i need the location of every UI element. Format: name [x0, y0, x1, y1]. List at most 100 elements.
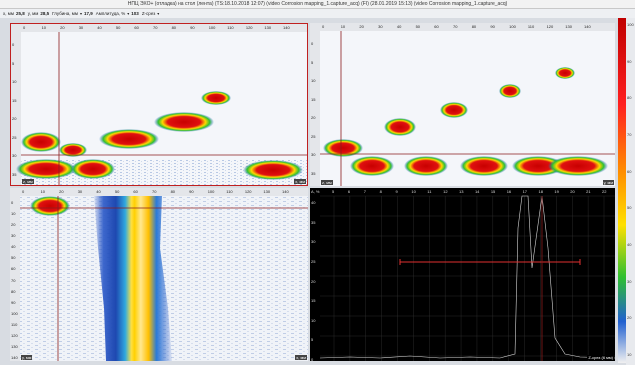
x-tick-label: 0 — [23, 25, 26, 30]
x-tick-label: 110 — [227, 25, 234, 30]
colorbar-tick-label: 20 — [627, 315, 632, 321]
cscan-x-axis: 0 10 20 30 40 50 60 70 80 90 100 110 120 130 140 — [10, 188, 308, 196]
y-tick-label: 35 — [12, 172, 17, 177]
x-coordinate-field: x, мм 25,8 — [3, 11, 25, 16]
x-tick-label: 0 — [322, 24, 325, 29]
y-tick-label: 30 — [12, 153, 17, 159]
x-tick-label: 20 — [59, 189, 64, 194]
x-tick-label: 130 — [565, 24, 572, 29]
cscan-panel[interactable]: 0 10 20 30 40 50 60 70 80 90 100 110 120 130 140 0 10 20… — [10, 188, 308, 361]
x-tick-label: 80 — [471, 24, 477, 29]
x-tick-label: 80 — [170, 189, 176, 194]
x-tick-label: 10 — [40, 189, 46, 194]
x-tick-label: 90 — [189, 189, 194, 194]
y-tick-label: 70 — [11, 277, 16, 283]
y-tick-label: 120 — [11, 332, 18, 338]
y-tick-label: 5 — [12, 60, 15, 66]
x-tick-label: 40 — [96, 189, 101, 194]
y-label: y, мм — [27, 11, 39, 16]
right-edge-panel — [626, 18, 635, 365]
x-tick-label: 30 — [378, 24, 383, 29]
y-tick-label: 90 — [11, 299, 16, 305]
x-tick-label: 22 — [602, 189, 607, 194]
bscan-yz-panel[interactable]: 0 10 20 30 40 50 60 70 80 90 100 110 120 130 140 0 5 10 1… — [310, 23, 615, 186]
mode-label: Z-срез — [141, 11, 156, 16]
mode-dropdown-icon[interactable]: ▾ — [157, 11, 160, 16]
x-tick-label: 30 — [78, 25, 84, 30]
x-tick-label: 20 — [60, 25, 65, 30]
cscan-image[interactable] — [10, 188, 308, 361]
colorbar-tick-label: 70 — [627, 132, 632, 137]
x-tick-label: 11 — [427, 189, 432, 194]
y-tick-label: 25 — [311, 133, 316, 139]
y-tick-label: 10 — [311, 317, 316, 323]
y-tick-label: 130 — [11, 343, 18, 349]
x-tick-label: 13 — [459, 189, 464, 194]
mode-selector[interactable]: Z-срез ▾ — [142, 11, 159, 16]
amplitude-colorbar[interactable] — [618, 18, 626, 363]
x-tick-label: 20 — [359, 24, 364, 29]
depth-dropdown-icon[interactable]: ▾ — [79, 11, 82, 16]
y-tick-label: 15 — [311, 298, 316, 304]
x-tick-label: 7 — [363, 189, 366, 194]
y-tick-label: 100 — [11, 310, 18, 316]
window-title: НПЦ ЭХО+ (отладка) на стол (лента) (TS:1… — [127, 1, 508, 7]
y-tick-label: 5 — [311, 59, 314, 65]
x-tick-label: 90 — [490, 24, 495, 29]
bscan-yz-corner-br: y, мм — [602, 180, 614, 185]
y-tick-label: 35 — [311, 219, 316, 225]
ascan-panel[interactable]: A, % 5 6 7 8 9 10 11 12 13 14 15 16 17 18 19 20 21 22 40 3… — [310, 188, 615, 361]
y-tick-label: 0 — [311, 41, 314, 46]
x-tick-label: 90 — [190, 25, 195, 30]
y-tick-label: 40 — [311, 200, 316, 205]
x-tick-label: 110 — [527, 24, 535, 29]
bscan-yz-x-axis: 0 10 20 30 40 50 60 70 80 90 100 110 120 130 140 — [310, 23, 615, 31]
bscan-xz-image[interactable] — [11, 24, 308, 186]
depth-value[interactable]: 17,9 — [84, 11, 93, 16]
x-tick-label: 5 — [332, 189, 335, 194]
y-tick-label: 10 — [311, 78, 316, 84]
colorbar-tick-label: 30 — [627, 278, 632, 284]
y-tick-label: 35 — [311, 171, 316, 176]
y-value[interactable]: 28,5 — [40, 11, 50, 16]
x-tick-label: 100 — [208, 25, 216, 30]
y-coordinate-field: y, мм 28,5 — [28, 11, 49, 16]
x-tick-label: 60 — [434, 24, 439, 29]
x-tick-label: 17 — [522, 189, 528, 194]
colorbar-tick-label: 80 — [627, 95, 632, 101]
x-tick-label: 15 — [490, 189, 496, 194]
x-value[interactable]: 25,8 — [15, 11, 25, 16]
toolbar: x, мм 25,8 y, мм 28,5 Глубина, мм ▾ 17,9… — [0, 9, 635, 18]
y-tick-label: 60 — [11, 266, 16, 272]
ascan-plot[interactable] — [310, 188, 615, 361]
x-tick-label: 120 — [546, 24, 554, 29]
bscan-yz-image[interactable] — [310, 23, 615, 186]
y-tick-label: 30 — [311, 152, 316, 158]
depth-field: Глубина, мм ▾ 17,9 — [52, 11, 93, 16]
colorbar-tick-label: 90 — [627, 58, 632, 64]
x-tick-label: 130 — [263, 189, 271, 194]
x-tick-label: 0 — [22, 189, 25, 194]
amplitude-value[interactable]: 103 — [131, 11, 139, 16]
x-tick-label: 120 — [244, 189, 252, 194]
x-tick-label: 140 — [584, 24, 591, 29]
amplitude-label: Амплитуда, % — [95, 11, 126, 16]
bscan-xz-y-axis: 0 5 10 15 20 25 30 35 — [11, 32, 21, 185]
colorbar-tick-label: 50 — [627, 205, 632, 211]
depth-label: Глубина, мм — [52, 11, 78, 16]
x-tick-label: 12 — [443, 189, 448, 194]
y-tick-label: 40 — [11, 244, 16, 250]
x-tick-label: 21 — [586, 189, 591, 194]
amplitude-field: Амплитуда, % ▾ 103 — [96, 11, 139, 16]
x-tick-label: 80 — [171, 25, 177, 30]
x-tick-label: 70 — [152, 189, 157, 194]
x-tick-label: 70 — [153, 25, 158, 30]
bscan-xz-panel[interactable]: 0 10 20 30 40 50 60 70 80 90 100 110 120 130 140 0 5 10 1… — [10, 23, 308, 186]
x-tick-label: 18 — [538, 189, 543, 194]
x-tick-label: 10 — [411, 189, 416, 194]
amplitude-dropdown-icon[interactable]: ▾ — [127, 11, 130, 16]
x-tick-label: 30 — [77, 189, 83, 194]
y-tick-label: 10 — [11, 211, 16, 217]
x-tick-label: 19 — [554, 189, 559, 194]
x-tick-label: 10 — [340, 24, 346, 29]
